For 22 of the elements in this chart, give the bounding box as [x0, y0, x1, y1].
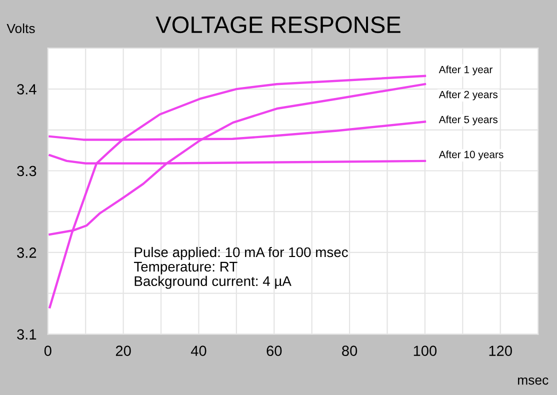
y-axis-title: Volts — [6, 23, 35, 34]
x-tick-label: 0 — [44, 346, 52, 356]
series-label: After 10 years — [438, 150, 504, 160]
annotation: Temperature: RT — [134, 262, 238, 274]
series-label: After 5 years — [438, 116, 498, 126]
series-label: After 2 years — [438, 90, 498, 100]
x-tick-label: 40 — [190, 346, 206, 356]
line-series — [48, 74, 426, 308]
x-tick-label: 80 — [342, 346, 358, 356]
x-axis-title: msec — [518, 377, 548, 385]
y-tick-label: 3.1 — [17, 329, 36, 340]
x-tick-label: 120 — [489, 346, 512, 356]
chart-title: VOLTAGE RESPONSE — [156, 16, 400, 34]
y-tick-label: 3.4 — [17, 84, 36, 94]
x-tick-label: 20 — [116, 346, 131, 356]
annotation: Pulse applied: 10 mA for 100 msec — [134, 246, 348, 260]
x-tick-label: 100 — [414, 346, 437, 356]
x-tick-label: 60 — [266, 346, 282, 356]
series-label: After 1 year — [438, 66, 493, 76]
y-tick-label: 3.2 — [17, 248, 36, 258]
annotation: Background current: 4 µA — [134, 276, 292, 289]
y-tick-label: 3.3 — [17, 166, 36, 176]
